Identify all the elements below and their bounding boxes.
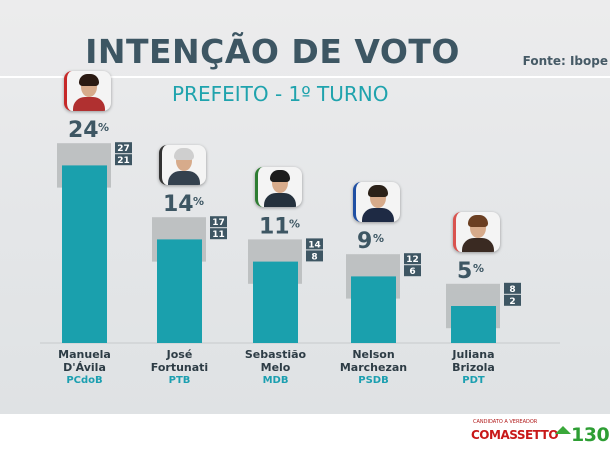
bar [253,261,298,343]
candidate-first-name: Juliana [452,348,495,361]
hair-shape [270,170,290,183]
chart-title: INTENÇÃO DE VOTO [85,32,460,71]
range-max-box [504,282,521,294]
bar [62,165,107,343]
range-min-label: 11 [212,230,225,240]
candidate-last-name: Melo [260,360,291,374]
range-min-box [404,265,421,277]
range-max-box [404,253,421,265]
source-label: Fonte: Ibope [522,54,608,68]
candidate-label: Juliana Brizola PDT [424,348,524,387]
candidate-party: MDB [262,375,289,387]
candidate-label: Nelson Marchezan PSDB [324,348,424,387]
range-max-box [115,142,132,154]
title-divider [0,76,610,78]
candidate-label: Sebastião Melo MDB [226,348,326,387]
chart-subtitle: PREFEITO - 1º TURNO [172,82,389,106]
range-min-box [210,228,227,240]
bar [157,239,202,343]
sponsor-tagline: CANDIDATO A VEREADOR [473,419,538,425]
torso-shape [462,237,494,252]
range-min-box [504,294,521,306]
value-label: 9 [357,229,372,254]
torso-shape [168,171,200,186]
candidate-last-name: Brizola [452,360,495,374]
range-max-box [210,216,227,228]
candidate-first-name: Manuela [58,348,111,361]
candidate-last-name: D'Ávila [63,360,106,374]
range-max-label: 8 [509,285,515,295]
value-label: 11 [259,214,290,239]
range-min-label: 21 [117,156,130,166]
range-max-label: 12 [406,255,419,265]
hair-shape [368,185,388,198]
sponsor-name: COMASSETTO [471,428,559,442]
candidate-party: PTB [168,375,191,387]
hair-shape [174,148,194,161]
candidate-photo [255,167,302,208]
candidate-first-name: José [166,348,193,361]
range-min-label: 8 [311,252,317,262]
hair-shape [79,74,99,87]
range-min-label: 2 [509,297,515,307]
candidate-party: PDT [462,375,485,387]
hair-shape [468,214,488,227]
candidate-first-name: Nelson [352,348,395,361]
torso-shape [264,193,296,208]
candidate-party: PCdoB [66,375,103,387]
chart-panel: INTENÇÃO DE VOTO Fonte: Ibope PREFEITO -… [0,0,610,414]
candidate-last-name: Marchezan [339,360,408,374]
range-min-box [306,250,323,262]
torso-shape [362,208,394,223]
bar [451,306,496,343]
candidate-party: PSDB [358,375,389,387]
percent-sign: % [98,121,109,134]
value-label: 5 [457,259,472,284]
candidate-label: Manuela D'Ávila PCdoB [35,348,135,387]
candidate-first-name: Sebastião [244,348,307,361]
range-max-label: 17 [212,218,225,228]
candidate-photo [159,145,206,186]
sponsor-number: 13013 [571,424,610,446]
bar [351,276,396,343]
percent-sign: % [289,217,300,230]
range-min-box [115,154,132,166]
value-label: 24 [68,118,99,143]
candidate-last-name: Fortunati [150,360,209,374]
candidate-photo [64,71,111,112]
value-label: 14 [163,192,194,217]
percent-sign: % [193,195,204,208]
percent-sign: % [473,262,484,275]
house-icon [555,426,571,434]
candidate-label: José Fortunati PTB [130,348,230,387]
candidate-photo [453,211,500,252]
range-max-label: 14 [308,240,321,250]
range-max-label: 27 [117,144,130,154]
candidate-photo [353,182,400,223]
range-min-label: 6 [409,267,415,277]
percent-sign: % [373,232,384,245]
range-max-box [306,238,323,250]
torso-shape [73,97,105,112]
